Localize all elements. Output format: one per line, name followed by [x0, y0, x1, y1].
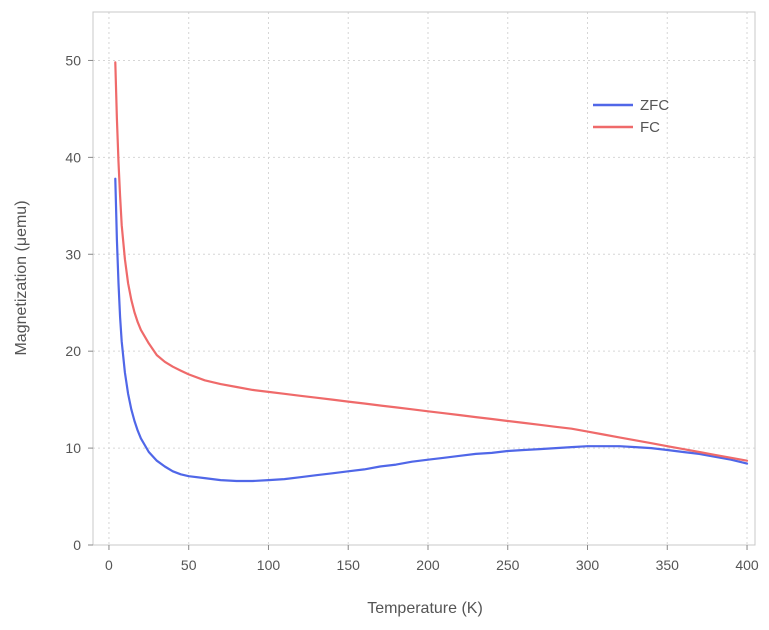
- y-axis-title: Magnetization (μemu): [13, 200, 30, 355]
- y-tick-label: 30: [65, 246, 81, 262]
- y-tick-label: 0: [73, 537, 81, 553]
- series-group: [114, 61, 749, 483]
- y-tick-label: 20: [65, 343, 81, 359]
- grid: [93, 12, 755, 546]
- x-tick-label: 250: [496, 557, 520, 573]
- y-tick-label: 10: [65, 440, 81, 456]
- x-tick-label: 150: [337, 557, 361, 573]
- legend-label-zfc: ZFC: [640, 97, 669, 114]
- x-tick-label: 350: [656, 557, 680, 573]
- y-tick-label: 50: [65, 52, 81, 68]
- y-tick-label: 40: [65, 149, 81, 165]
- x-tick-label: 200: [416, 557, 440, 573]
- plot-frame: [92, 11, 756, 546]
- x-axis-title: Temperature (K): [367, 600, 483, 617]
- series-line-zfc: [114, 177, 749, 483]
- x-tick-label: 100: [257, 557, 281, 573]
- x-tick-label: 300: [576, 557, 600, 573]
- x-tick-label: 400: [735, 557, 759, 573]
- x-tick-label: 50: [181, 557, 197, 573]
- axis-ticks: 0 50 100 150 200 250 300 350 400 0 10 20 30 40 50: [65, 52, 758, 573]
- legend: ZFC FC: [593, 97, 669, 136]
- legend-label-fc: FC: [640, 119, 660, 136]
- series-line-fc: [114, 61, 749, 462]
- x-tick-label: 0: [105, 557, 113, 573]
